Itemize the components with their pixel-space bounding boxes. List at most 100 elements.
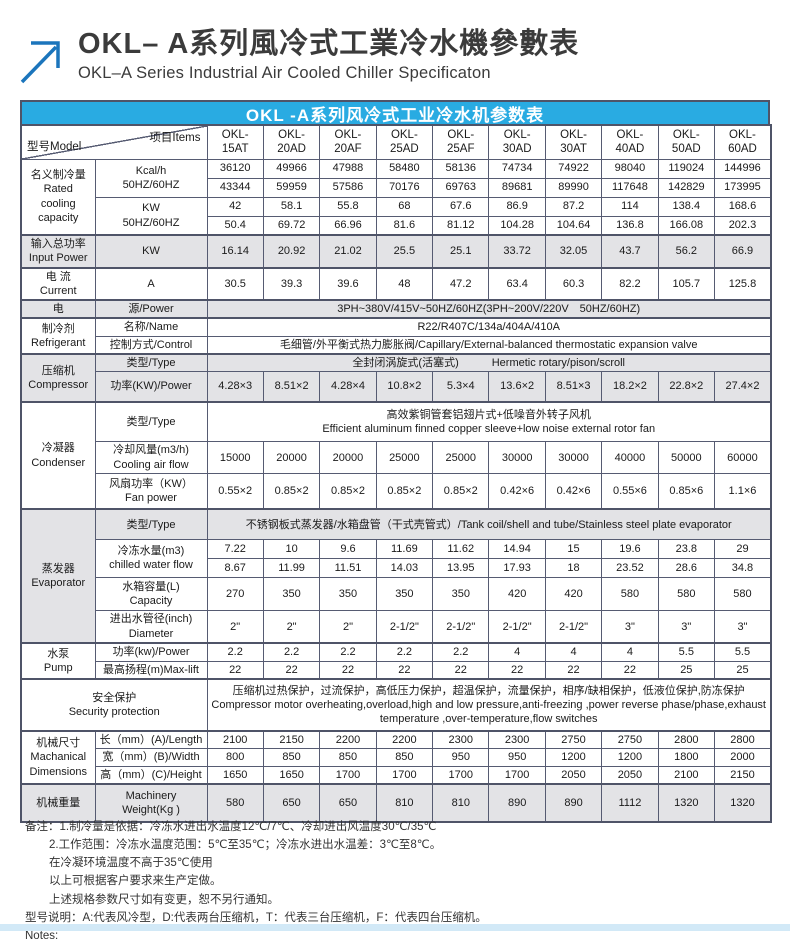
value-cell: 2800 <box>714 730 772 750</box>
arrow-up-right-icon <box>20 41 60 84</box>
value-cell: 850 <box>375 748 434 767</box>
value-cell: 850 <box>262 748 321 767</box>
section-compressor: 压缩机 Compressor <box>20 353 96 403</box>
row-chilled-water-50: 冷冻水量(m3) chilled water flow 7.22 10 9.6 11.… <box>21 538 772 578</box>
value-cell: 810 <box>375 782 434 823</box>
value-cell: 1700 <box>488 765 546 785</box>
value-cell: 87.2 <box>544 196 603 217</box>
model-header-cell: OKL- 60AD <box>714 124 772 160</box>
value-cell: 22 <box>375 660 434 680</box>
row-compressor-power: 功率(KW)/Power 4.28×3 8.51×2 4.28×4 10.8×2 5.3… <box>21 371 772 403</box>
value-cell: 2200 <box>319 730 377 750</box>
value-cell: 4.28×4 <box>319 371 377 403</box>
value-cell: 890 <box>488 782 546 823</box>
value-cell: 56.2 <box>657 234 716 269</box>
section-dimensions: 机械尺寸 Machanical Dimensions <box>20 730 96 785</box>
value-cell: 0.85×6 <box>657 472 716 510</box>
footer-strip <box>0 924 790 931</box>
value-cell: 23.52 <box>601 557 659 578</box>
value-cell: 4.28×3 <box>206 371 264 403</box>
value-cell: 89990 <box>544 177 603 198</box>
value-cell: 2.2 <box>262 642 321 662</box>
value-cell: 350 <box>262 576 321 611</box>
value-cell: 32.05 <box>544 234 603 269</box>
value-cell: 70176 <box>375 177 434 198</box>
page-title-en: OKL–A Series Industrial Air Cooled Chill… <box>78 64 491 83</box>
value-cell: 420 <box>488 576 546 611</box>
value-cell: 4 <box>601 642 659 662</box>
row-rated-kcal-50: 名义制冷量 Rated cooling capacity Kcal/h 50HZ… <box>20 158 772 236</box>
value-cell: 30000 <box>544 441 603 474</box>
value-cell: 1700 <box>375 765 434 785</box>
value-power-source: 3PH~380V/415V~50HZ/60HZ(3PH~200V/220V 50… <box>206 299 772 319</box>
value-cell: 650 <box>262 782 321 823</box>
model-header-cell: OKL- 30AD <box>488 124 546 160</box>
value-cell: 166.08 <box>657 215 716 236</box>
value-cell: 4 <box>544 642 603 662</box>
note-line: 上述规格参数尺寸如有变更，恕不另行通知。 <box>49 893 279 906</box>
model-header-row: 型号Model 项目Items OKL- 15AT OKL- 20AD OKL- 20… <box>20 124 772 160</box>
row-rated-kw-50: KW 50HZ/60HZ 42 58.1 55.8 68 67.6 86.9 87.2 114… <box>21 196 772 236</box>
value-cell: 22 <box>601 660 659 680</box>
section-refrigerant: 制冷剂 Refrigerant <box>20 317 96 355</box>
item-height: 高（mm）(C)/Height <box>94 765 208 785</box>
value-cell: 66.9 <box>714 234 772 269</box>
row-security: 安全保护 Security protection 压缩机过热保护，过流保护，高低… <box>20 678 772 732</box>
value-cell: 47988 <box>319 158 377 179</box>
item-input-power-unit: KW <box>94 234 208 269</box>
value-refrigerant-name: R22/R407C/134a/404A/410A <box>206 317 772 337</box>
value-cell: 55.8 <box>319 196 377 217</box>
spec-table: OKL -A系列风冷式工业冷水机参数表 型号Model 项目Items OKL- … <box>20 100 772 823</box>
value-cell: 21.02 <box>319 234 377 269</box>
value-cell: 14.94 <box>488 538 546 559</box>
value-cell: 25000 <box>375 441 434 474</box>
model-header-cell: OKL- 15AT <box>206 124 264 160</box>
model-label: 型号Model <box>27 141 82 154</box>
value-cell: 23.8 <box>657 538 716 559</box>
note-line: 以上可根据客户要求来生产定做。 <box>49 875 222 888</box>
value-cell: 2-1/2" <box>544 609 603 644</box>
value-cell: 2-1/2" <box>488 609 546 644</box>
value-cell: 580 <box>714 576 772 611</box>
value-cell: 650 <box>319 782 377 823</box>
section-security: 安全保护 Security protection <box>20 678 208 732</box>
value-cell: 11.62 <box>432 538 490 559</box>
value-cell: 168.6 <box>714 196 772 217</box>
row-refrigerant-name: 制冷剂 Refrigerant 名称/Name R22/R407C/134a/4… <box>20 317 772 355</box>
value-cell: 11.69 <box>375 538 434 559</box>
value-cell: 0.42×6 <box>544 472 603 510</box>
note-line: 备注：1.制冷量是依据：冷冻水进出水温度12℃/7℃、冷却进出风温度30℃/35… <box>25 821 437 833</box>
item-power-source: 源/Power <box>94 299 208 319</box>
value-cell: 1800 <box>657 748 716 767</box>
value-cell: 43344 <box>206 177 264 198</box>
value-cell: 810 <box>432 782 490 823</box>
value-cell: 0.55×6 <box>601 472 659 510</box>
value-cell: 0.85×2 <box>375 472 434 510</box>
item-fan-power: 风扇功率（KW） Fan power <box>94 472 208 510</box>
value-cell: 144996 <box>714 158 772 179</box>
value-cell: 39.6 <box>319 266 377 301</box>
value-cell: 2.2 <box>319 642 377 662</box>
value-cell: 86.9 <box>488 196 546 217</box>
value-cell: 350 <box>319 576 377 611</box>
note-line: 在冷凝环境温度不高于35℃使用 <box>49 857 213 870</box>
section-power: 电 <box>20 299 96 319</box>
value-cell: 0.55×2 <box>206 472 264 510</box>
value-cell: 8.51×3 <box>544 371 603 403</box>
value-cell: 2-1/2" <box>432 609 490 644</box>
value-cell: 138.4 <box>657 196 716 217</box>
value-cell: 1650 <box>262 765 321 785</box>
value-cell: 114 <box>601 196 659 217</box>
value-cell: 30.5 <box>206 266 264 301</box>
value-cell: 39.3 <box>262 266 321 301</box>
value-cell: 8.67 <box>206 557 264 578</box>
value-cell: 1650 <box>206 765 264 785</box>
value-cell: 2.2 <box>375 642 434 662</box>
value-cell: 580 <box>206 782 264 823</box>
row-rated-kw-60: 50.4 69.72 66.96 81.6 81.12 104.28 104.64 136.8… <box>21 215 772 236</box>
section-evaporator: 蒸发器 Evaporator <box>20 508 96 644</box>
value-cell: 105.7 <box>657 266 716 301</box>
page-header: OKL– A系列風冷式工業冷水機參數表 OKL–A Series Industr… <box>18 28 772 94</box>
value-cell: 34.8 <box>714 557 772 578</box>
table-title-bar: OKL -A系列风冷式工业冷水机参数表 <box>20 100 770 125</box>
